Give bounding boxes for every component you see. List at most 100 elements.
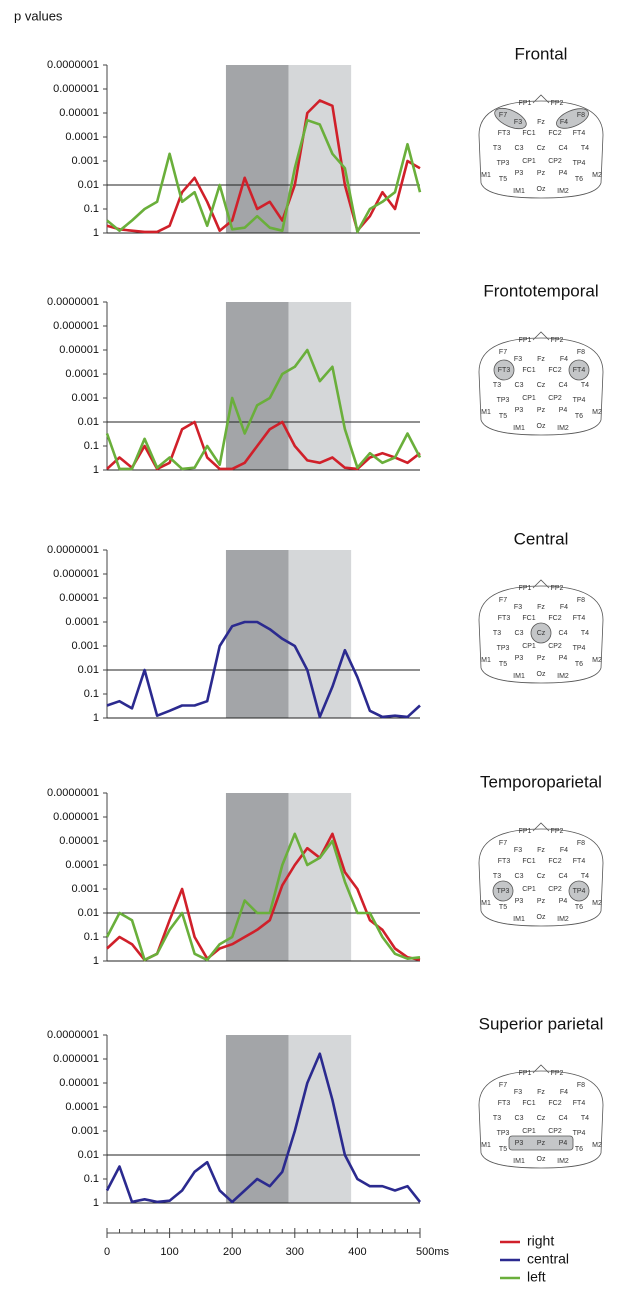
electrode-label: FT3 (498, 858, 511, 865)
series-line (105, 832, 421, 962)
legend-label: left (527, 1269, 546, 1285)
electrode-label: F3 (514, 847, 522, 854)
electrode-label: F7 (499, 112, 507, 119)
electrode-label: IM1 (513, 1158, 525, 1165)
electrode-label: TP3 (497, 888, 510, 895)
electrode-label: T3 (493, 1115, 501, 1122)
head-map: FP1 FP2 F7 F3 Fz F4 F8 FT3 FC1 FC2 FT4 T3 C3 Cz C4 T4 TP… (478, 331, 604, 436)
x-tick-label: 200 (223, 1246, 241, 1258)
head-outline (478, 331, 604, 436)
electrode-label: T5 (499, 413, 507, 420)
electrode-label: Pz (537, 1140, 546, 1147)
panel-title: Frontotemporal (483, 281, 598, 300)
series-line (106, 420, 421, 471)
y-tick-label: 0.01 (78, 179, 99, 191)
electrode-label: T5 (499, 904, 507, 911)
electrode-label: C4 (559, 145, 568, 152)
electrode-label: FC1 (522, 1100, 535, 1107)
electrode-label: M2 (592, 657, 602, 664)
electrode-label: FC2 (548, 130, 561, 137)
y-tick-label: 1 (93, 464, 99, 476)
electrode-label: F4 (560, 604, 568, 611)
electrode-label: F3 (514, 1089, 522, 1096)
electrode-label: M2 (592, 1142, 602, 1149)
electrode-label: F7 (499, 1082, 507, 1089)
y-tick-label: 0.00001 (59, 107, 99, 119)
electrode-label: FT4 (573, 1100, 586, 1107)
electrode-label: TP3 (497, 645, 510, 652)
electrode-label: T4 (581, 382, 589, 389)
electrode-label: P4 (559, 898, 568, 905)
y-tick-label: 0.0001 (65, 368, 99, 380)
electrode-label: F8 (577, 1082, 585, 1089)
shaded-region (288, 793, 352, 961)
highlight (493, 359, 515, 381)
electrode-label: Cz (537, 382, 546, 389)
y-tick-label: 0.00001 (59, 1077, 99, 1089)
electrode-label: TP4 (573, 645, 586, 652)
electrode-label: F4 (560, 119, 568, 126)
y-tick-label: 1 (93, 712, 99, 724)
electrode-label: FC1 (522, 858, 535, 865)
electrode-label: CP1 (522, 1128, 536, 1135)
electrode-label: C3 (515, 145, 524, 152)
electrode-label: P4 (559, 407, 568, 414)
y-tick-label: 0.0001 (65, 1101, 99, 1113)
x-tick-label: 400 (348, 1246, 366, 1258)
electrode-label: F3 (514, 119, 522, 126)
electrode-label: FT3 (498, 1100, 511, 1107)
y-axis-label: p values (14, 8, 63, 23)
electrode-label: T4 (581, 630, 589, 637)
electrode-label: M1 (481, 409, 491, 416)
electrode-label: FT4 (573, 858, 586, 865)
highlight (508, 1135, 574, 1151)
electrode-label: IM1 (513, 425, 525, 432)
electrode-label: CP1 (522, 395, 536, 402)
electrode-label: Pz (537, 170, 546, 177)
electrode-label: T3 (493, 630, 501, 637)
electrode-label: FC2 (548, 615, 561, 622)
y-tick-label: 0.01 (78, 1149, 99, 1161)
electrode-label: FT4 (573, 130, 586, 137)
electrode-label: T6 (575, 413, 583, 420)
highlight (568, 880, 590, 902)
y-tick-label: 0.0000001 (47, 787, 99, 799)
electrode-label: FP1 (519, 585, 532, 592)
y-tick-label: 0.1 (84, 203, 99, 215)
y-tick-label: 0.01 (78, 664, 99, 676)
electrode-label: P3 (515, 170, 524, 177)
electrode-label: Oz (537, 186, 546, 193)
electrode-label: T5 (499, 1146, 507, 1153)
y-tick-label: 0.0001 (65, 616, 99, 628)
electrode-label: T5 (499, 176, 507, 183)
y-tick-label: 0.001 (71, 155, 99, 167)
electrode-label: TP4 (573, 888, 586, 895)
electrode-label: F8 (577, 597, 585, 604)
electrode-label: P4 (559, 655, 568, 662)
shaded-region (225, 550, 289, 718)
series-line (106, 620, 421, 719)
electrode-label: P3 (515, 1140, 524, 1147)
y-tick-label: 0.1 (84, 688, 99, 700)
electrode-label: FP1 (519, 100, 532, 107)
head-map: FP1 FP2 F7 F3 Fz F4 F8 FT3 FC1 FC2 FT4 T3 C3 Cz C4 T4 TP… (478, 94, 604, 199)
electrode-label: IM1 (513, 673, 525, 680)
electrode-label: F8 (577, 112, 585, 119)
y-tick-label: 0.000001 (53, 320, 99, 332)
y-tick-label: 1 (93, 1197, 99, 1209)
electrode-label: T4 (581, 145, 589, 152)
electrode-label: CP2 (548, 395, 562, 402)
electrode-label: C4 (559, 630, 568, 637)
electrode-label: T4 (581, 1115, 589, 1122)
electrode-label: CP1 (522, 886, 536, 893)
y-tick-label: 0.001 (71, 1125, 99, 1137)
electrode-label: IM1 (513, 916, 525, 923)
electrode-label: IM2 (557, 916, 569, 923)
electrode-label: C4 (559, 873, 568, 880)
electrode-label: Pz (537, 898, 546, 905)
electrode-label: FC1 (522, 615, 535, 622)
electrode-label: M2 (592, 172, 602, 179)
electrode-label: Cz (537, 630, 546, 637)
electrode-label: TP3 (497, 1130, 510, 1137)
y-tick-label: 0.001 (71, 392, 99, 404)
